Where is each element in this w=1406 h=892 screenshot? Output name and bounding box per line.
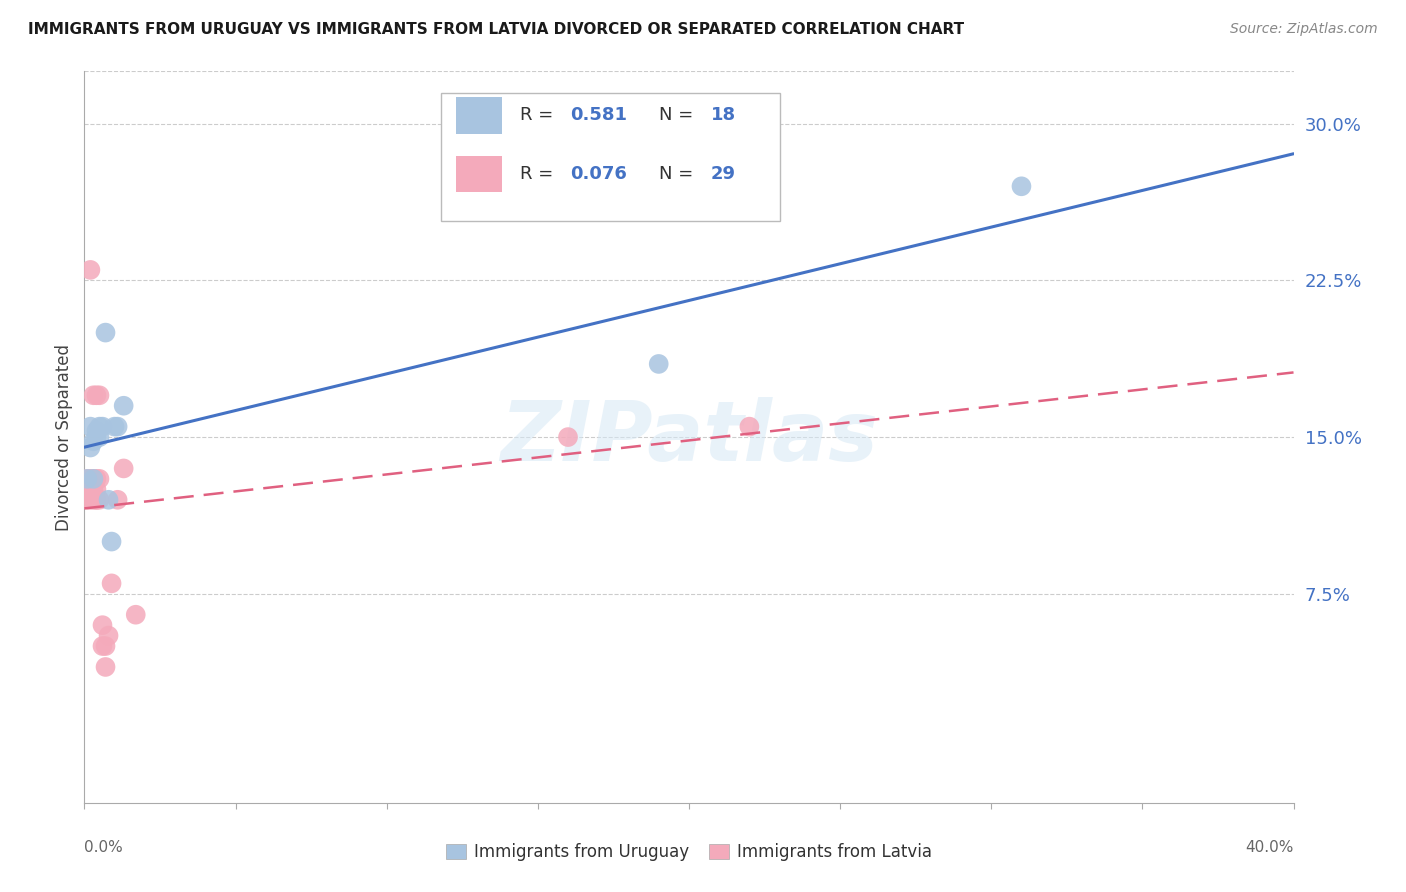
Point [86,483,108,497]
Point [97,492,120,507]
Point [82,388,104,402]
Point [89,419,111,434]
Point [79,419,101,434]
Point [79,483,101,497]
Point [79,492,101,507]
Point [86,492,108,507]
Point [91,618,114,632]
Point [89,388,111,402]
Point [97,629,120,643]
Point [79,441,101,455]
Point [107,492,129,507]
Point [76,492,98,507]
Point [82,483,104,497]
Text: R =: R = [520,106,558,125]
Point [82,472,104,486]
Text: R =: R = [520,165,558,183]
Point [100,576,122,591]
Text: Source: ZipAtlas.com: Source: ZipAtlas.com [1230,22,1378,37]
Point [79,263,101,277]
Point [738,419,761,434]
Point [89,430,111,444]
Point [94,660,117,674]
Point [89,472,111,486]
Point [86,424,108,438]
Text: 0.076: 0.076 [571,165,627,183]
Point [76,472,98,486]
Point [91,639,114,653]
Text: 29: 29 [710,165,735,183]
Point [125,607,148,622]
Point [104,419,127,434]
FancyBboxPatch shape [456,97,502,134]
Point [76,472,98,486]
Point [112,399,135,413]
Text: ZIPatlas: ZIPatlas [501,397,877,477]
Point [94,326,117,340]
Point [86,430,108,444]
FancyBboxPatch shape [456,156,502,192]
Text: 0.0%: 0.0% [84,840,124,855]
Point [1011,179,1033,194]
Point [86,388,108,402]
Y-axis label: Divorced or Separated: Divorced or Separated [55,343,73,531]
Point [82,434,104,449]
Point [100,534,122,549]
Point [82,472,104,486]
Text: IMMIGRANTS FROM URUGUAY VS IMMIGRANTS FROM LATVIA DIVORCED OR SEPARATED CORRELAT: IMMIGRANTS FROM URUGUAY VS IMMIGRANTS FR… [28,22,965,37]
Text: N =: N = [659,106,699,125]
Point [648,357,671,371]
Point [82,492,104,507]
Point [107,419,129,434]
Text: N =: N = [659,165,699,183]
Text: 40.0%: 40.0% [1246,840,1294,855]
Point [86,472,108,486]
Text: 18: 18 [710,106,735,125]
Point [112,461,135,475]
Point [86,492,108,507]
Point [91,419,114,434]
Point [94,639,117,653]
Point [557,430,579,444]
Point [89,492,111,507]
Text: 0.581: 0.581 [571,106,627,125]
Legend: Immigrants from Uruguay, Immigrants from Latvia: Immigrants from Uruguay, Immigrants from… [439,837,939,868]
FancyBboxPatch shape [441,94,780,221]
Point [79,472,101,486]
